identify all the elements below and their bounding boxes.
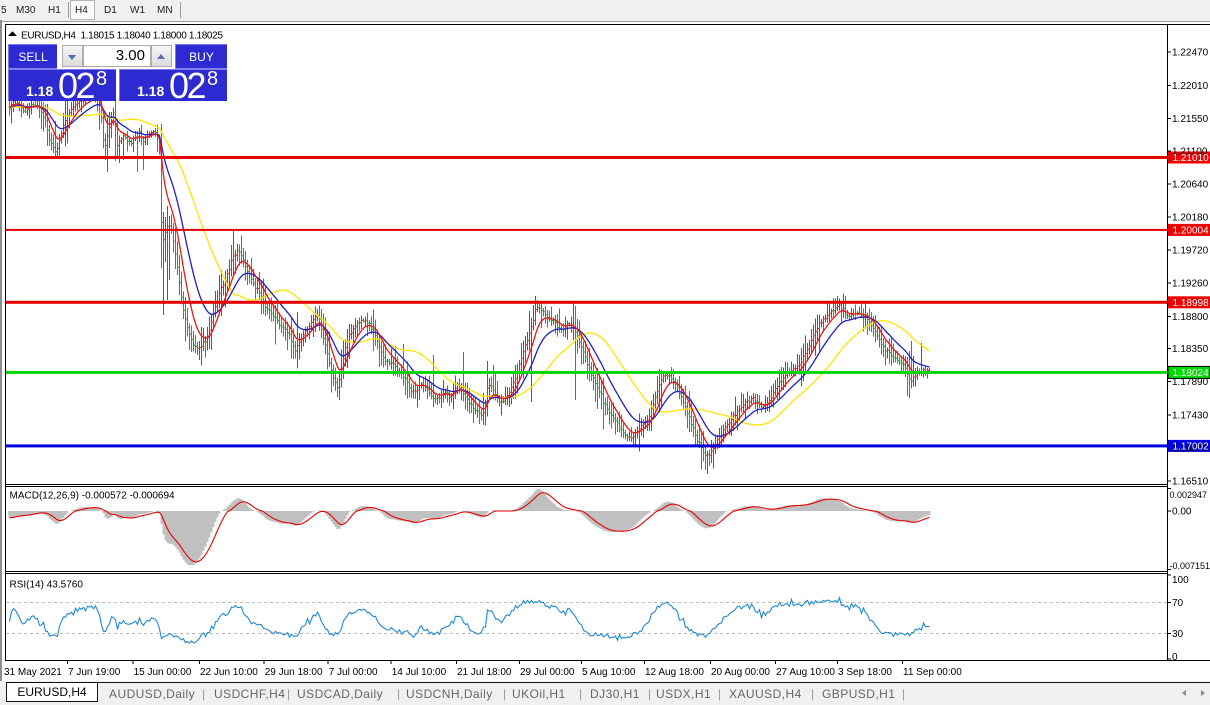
svg-text:7 Jul 00:00: 7 Jul 00:00 [329,667,378,678]
svg-text:15 Jun 00:00: 15 Jun 00:00 [134,667,192,678]
svg-text:1.21010: 1.21010 [1173,153,1210,164]
svg-text:21 Jul 18:00: 21 Jul 18:00 [457,667,512,678]
svg-text:27 Aug 10:00: 27 Aug 10:00 [776,667,835,678]
svg-text:1.17890: 1.17890 [1172,377,1209,388]
svg-text:1.17430: 1.17430 [1172,410,1209,421]
svg-text:3 Sep 18:00: 3 Sep 18:00 [838,667,892,678]
svg-text:1.20180: 1.20180 [1172,213,1209,224]
svg-text:29 Jul 00:00: 29 Jul 00:00 [520,667,575,678]
svg-text:70: 70 [1172,598,1184,609]
svg-text:22 Jun 10:00: 22 Jun 10:00 [200,667,258,678]
svg-text:100: 100 [1172,575,1189,586]
svg-text:1.22470: 1.22470 [1172,48,1209,59]
svg-text:7 Jun 19:00: 7 Jun 19:00 [68,667,121,678]
svg-text:1.22010: 1.22010 [1172,81,1209,92]
svg-text:12 Aug 18:00: 12 Aug 18:00 [645,667,704,678]
svg-text:EURUSD,H4 1.18015 1.18040 1.1: EURUSD,H4 1.18015 1.18040 1.18000 1.1802… [21,31,223,42]
svg-text:1.17002: 1.17002 [1173,441,1210,452]
svg-text:1.16970: 1.16970 [1172,443,1209,454]
svg-text:1.21100: 1.21100 [1172,146,1208,157]
svg-text:1.18998: 1.18998 [1173,298,1210,309]
svg-text:RSI(14) 43.5760: RSI(14) 43.5760 [10,580,84,591]
svg-text:0.00: 0.00 [1172,507,1192,518]
svg-text:31 May 2021: 31 May 2021 [4,667,62,678]
svg-text:1.18350: 1.18350 [1172,344,1209,355]
svg-text:14 Jul 10:00: 14 Jul 10:00 [392,667,447,678]
svg-text:0.002947: 0.002947 [1170,490,1208,500]
svg-text:-0.007151: -0.007151 [1170,561,1210,571]
svg-text:1.19720: 1.19720 [1172,246,1209,257]
svg-text:1.18800: 1.18800 [1172,312,1209,323]
svg-text:1.20004: 1.20004 [1173,225,1210,236]
svg-text:1.16510: 1.16510 [1172,477,1209,488]
svg-text:20 Aug 00:00: 20 Aug 00:00 [711,667,770,678]
svg-text:1.18024: 1.18024 [1173,368,1210,379]
svg-text:0: 0 [1172,652,1178,663]
svg-text:30: 30 [1172,629,1184,640]
svg-text:1.20640: 1.20640 [1172,179,1209,190]
svg-text:29 Jun 18:00: 29 Jun 18:00 [265,667,323,678]
svg-text:MACD(12,26,9) -0.000572 -0.000: MACD(12,26,9) -0.000572 -0.000694 [10,491,176,502]
svg-text:1.21550: 1.21550 [1172,114,1209,125]
svg-text:11 Sep 00:00: 11 Sep 00:00 [903,667,962,678]
svg-text:5 Aug 10:00: 5 Aug 10:00 [582,667,636,678]
svg-text:1.19260: 1.19260 [1172,279,1209,290]
